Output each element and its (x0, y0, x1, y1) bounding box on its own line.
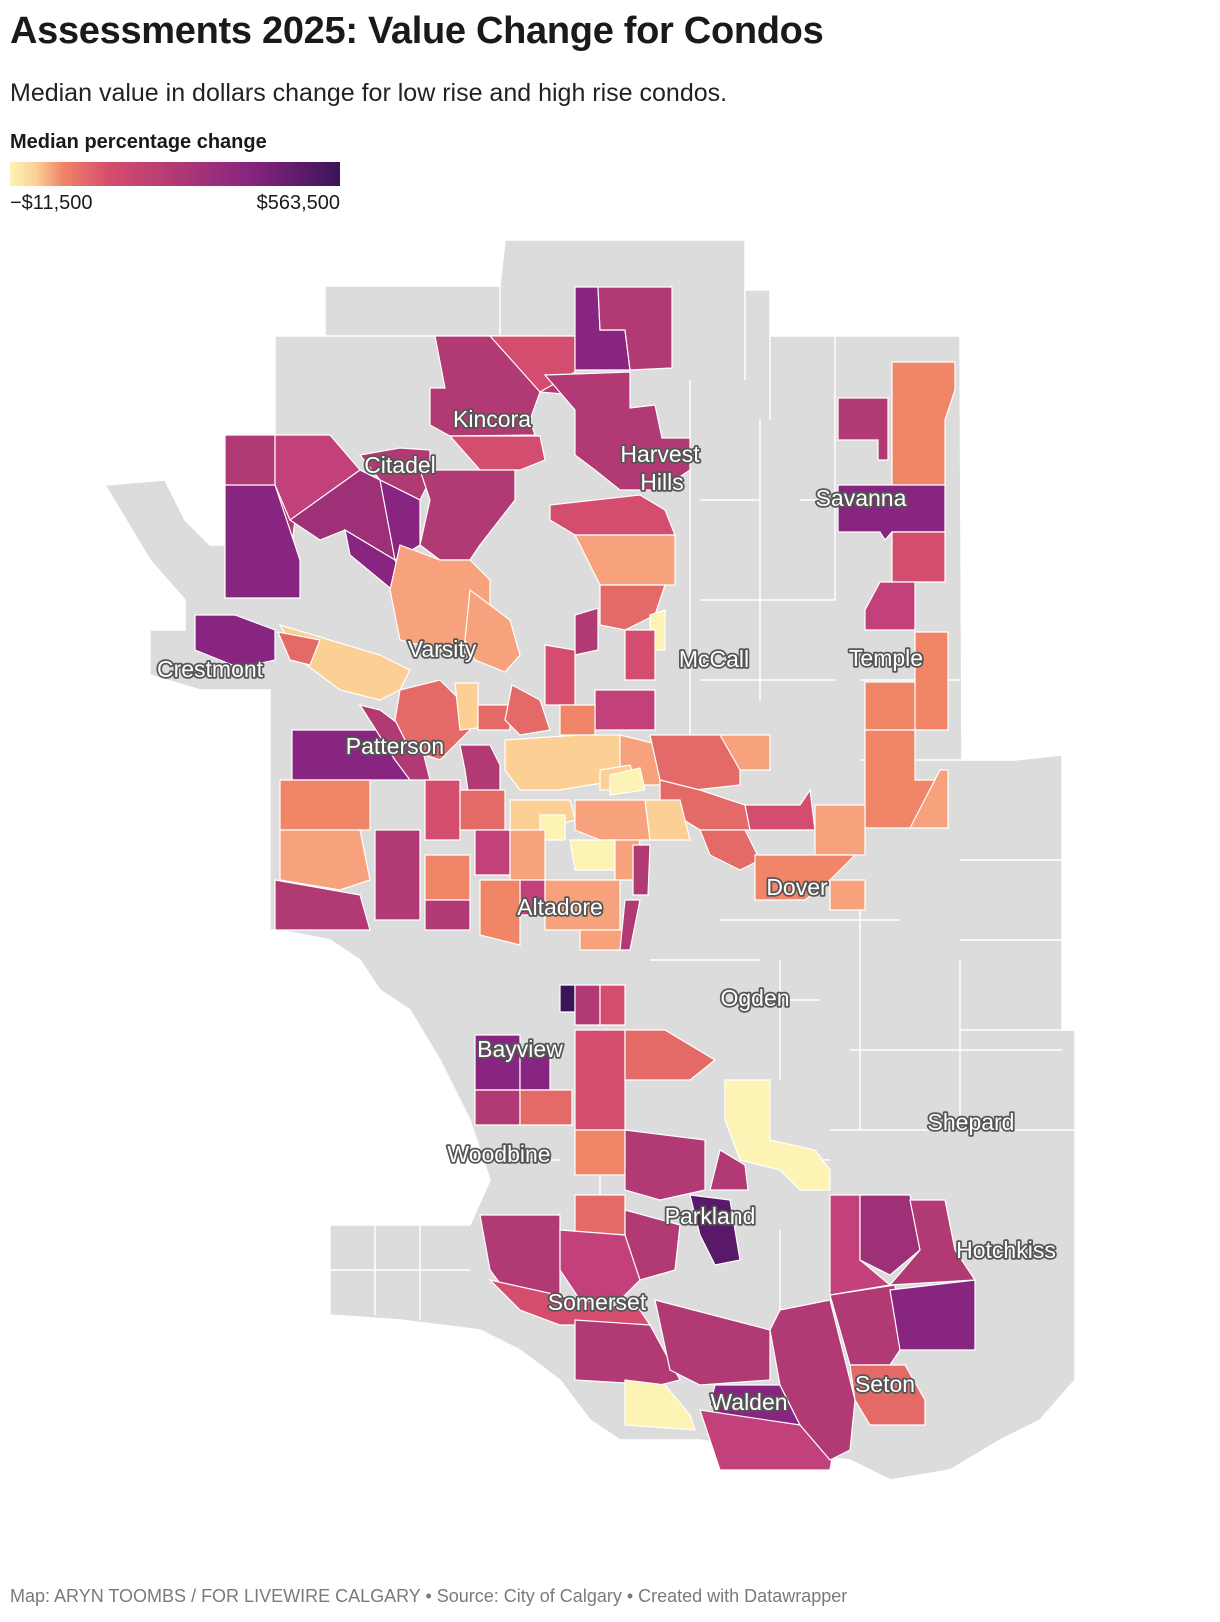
base-grid-1 (325, 286, 1075, 1320)
label-varsity: Varsity (408, 636, 477, 662)
label-harvest-hills-line1: Harvest (620, 441, 700, 467)
label-shepard: Shepard (928, 1109, 1015, 1135)
label-hotchkiss: Hotchkiss (956, 1237, 1056, 1263)
label-ogden: Ogden (720, 985, 789, 1011)
label-patterson: Patterson (346, 733, 444, 759)
label-altadore: Altadore (517, 894, 603, 920)
label-seton: Seton (855, 1371, 915, 1397)
choropleth-map: Kincora Citadel Harvest Hills Savanna Va… (103, 239, 1076, 1481)
label-bayview: Bayview (477, 1036, 563, 1062)
chart-subtitle: Median value in dollars change for low r… (10, 79, 728, 107)
label-kincora: Kincora (453, 406, 531, 432)
place-labels: Kincora Citadel Harvest Hills Savanna Va… (155, 404, 1057, 1417)
color-legend: Median percentage change −$11,500 $563,5… (10, 131, 340, 216)
legend-title: Median percentage change (10, 131, 267, 153)
label-dover: Dover (766, 874, 828, 900)
chart-title: Assessments 2025: Value Change for Condo… (10, 10, 824, 52)
label-somerset: Somerset (548, 1289, 647, 1315)
legend-labels: −$11,500 $563,500 (10, 192, 340, 216)
label-temple: Temple (849, 645, 923, 671)
legend-color-ramp (10, 162, 340, 186)
label-citadel: Citadel (364, 452, 436, 478)
label-woodbine: Woodbine (447, 1141, 550, 1167)
neighbourhood-areas (194, 286, 977, 1471)
legend-max-label: $563,500 (256, 192, 340, 214)
label-parkland: Parkland (665, 1203, 756, 1229)
source-footer: Map: ARYN TOOMBS / FOR LIVEWIRE CALGARY … (10, 1586, 848, 1606)
label-walden: Walden (710, 1389, 787, 1415)
label-mccall: McCall (679, 646, 749, 672)
label-harvest-hills-line2: Hills (640, 469, 683, 495)
label-crestmont: Crestmont (157, 656, 264, 682)
label-savanna: Savanna (816, 485, 907, 511)
legend-min-label: −$11,500 (10, 192, 93, 214)
